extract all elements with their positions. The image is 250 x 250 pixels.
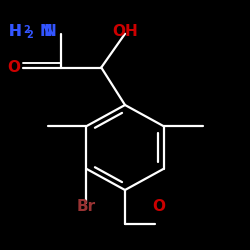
Text: OH: OH — [112, 24, 138, 40]
Text: 2: 2 — [23, 25, 30, 35]
Text: O: O — [152, 199, 165, 214]
Text: N: N — [40, 24, 52, 40]
Text: O: O — [7, 60, 20, 75]
Text: 2: 2 — [26, 30, 33, 40]
Text: N: N — [44, 24, 56, 40]
Text: H: H — [8, 24, 21, 40]
Text: Br: Br — [77, 199, 96, 214]
Text: H: H — [8, 24, 21, 40]
